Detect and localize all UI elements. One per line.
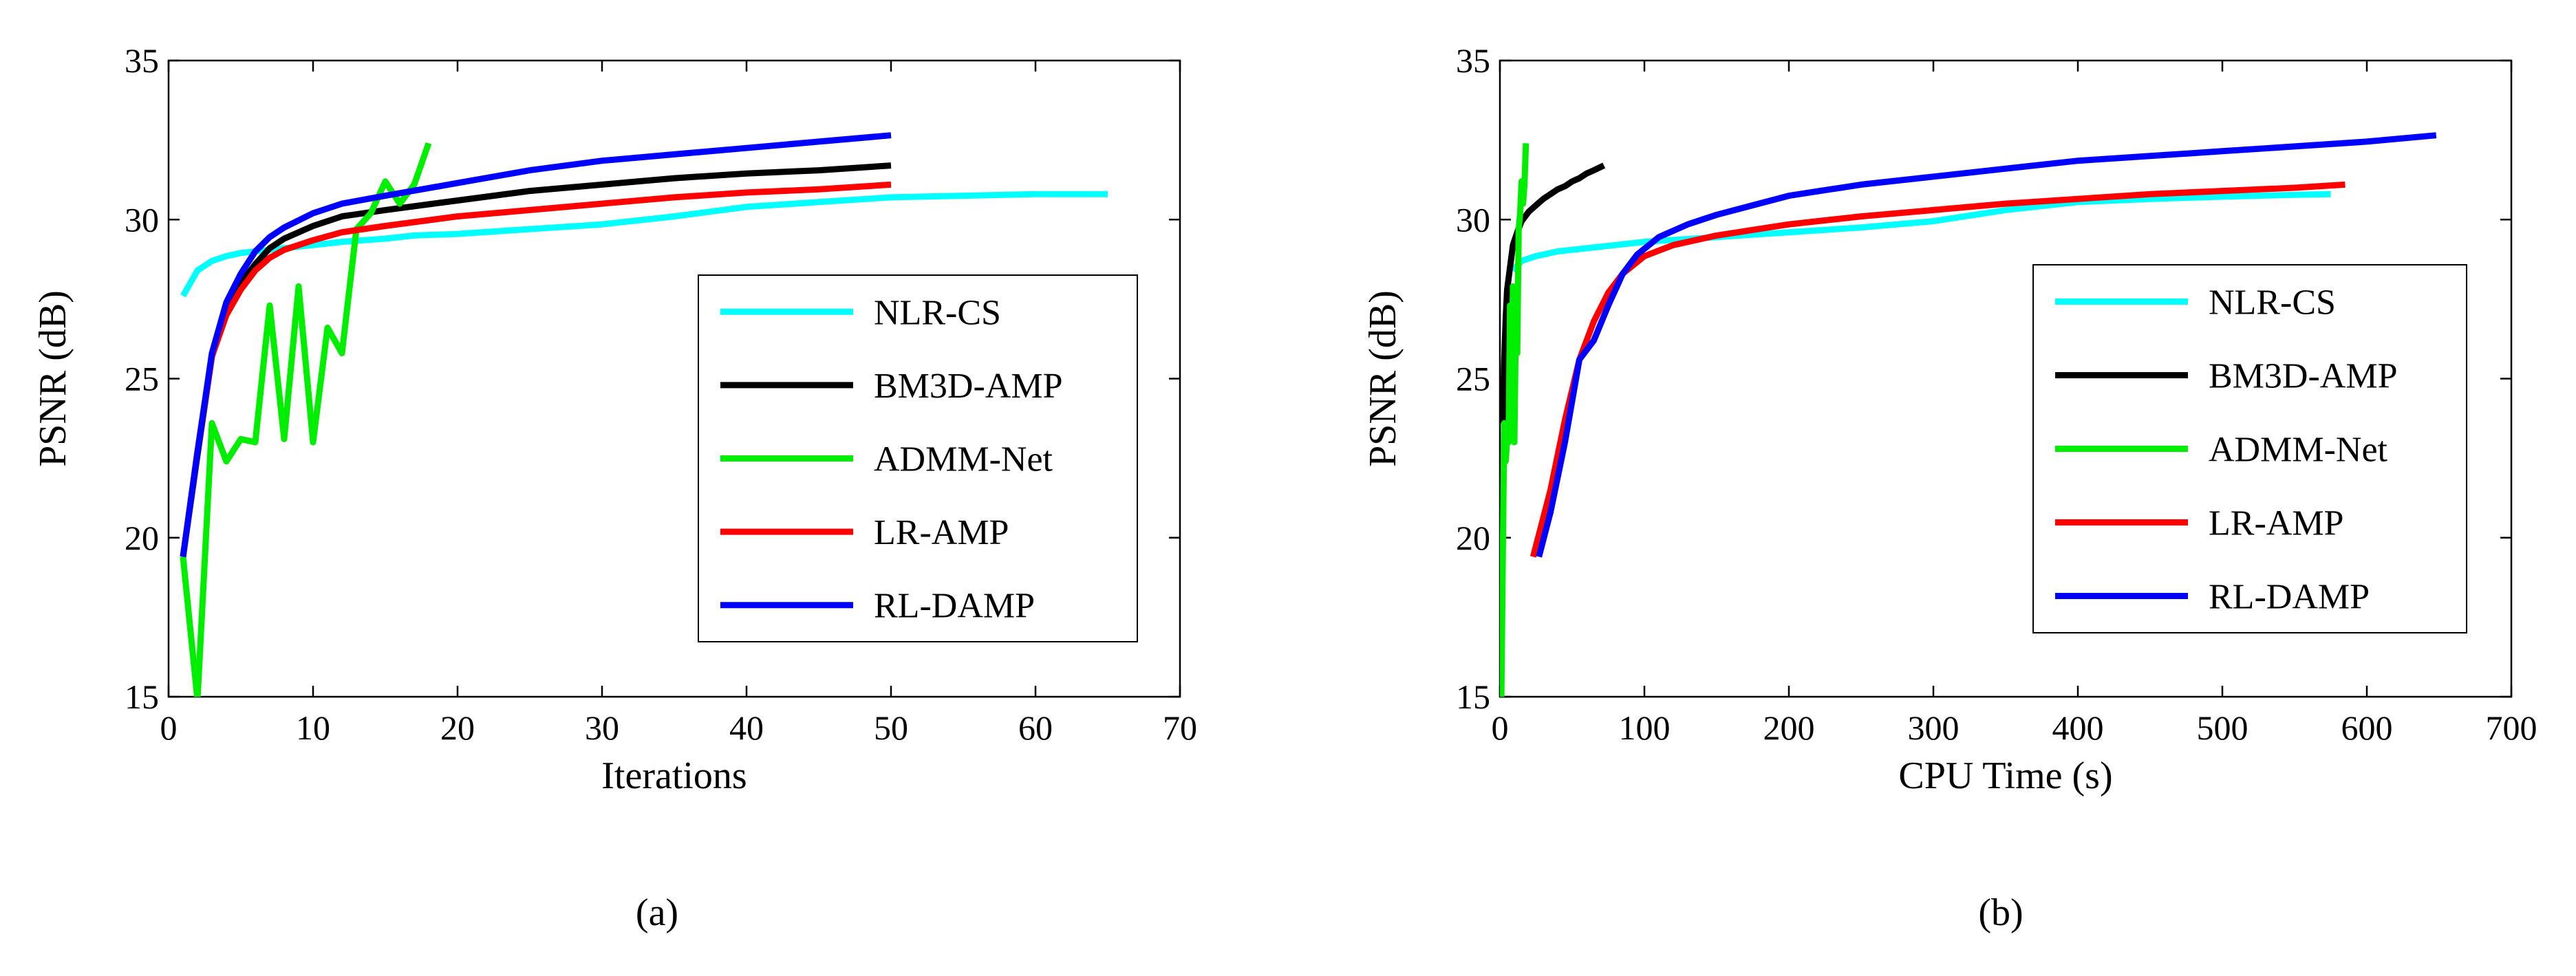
legend-label: ADMM-Net (2209, 431, 2388, 470)
legend: NLR-CS BM3D-AMP ADMM-Net LR-AMP RL-DAMP (2032, 264, 2467, 633)
x-tick-label: 500 (2197, 708, 2248, 747)
x-tick-label: 400 (2052, 708, 2104, 747)
x-tick-label: 0 (1492, 708, 1509, 747)
series-line-admm-net (180, 142, 432, 697)
series-line-rl-damp (1536, 132, 2437, 558)
chart-panel-a: 0 10 20 30 40 50 60 70 15 20 25 30 35 Iterations PSNR … (32, 41, 1197, 934)
y-tick-label: 20 (125, 519, 159, 557)
x-tick-label: 600 (2341, 708, 2393, 747)
x-tick-label: 300 (1908, 708, 1960, 747)
y-tick-label: 20 (1456, 519, 1490, 557)
panel-caption: (a) (636, 891, 678, 934)
x-axis-label: CPU Time (s) (1898, 755, 2112, 797)
y-tick-label: 15 (1456, 677, 1490, 716)
x-tick-label: 30 (585, 708, 619, 747)
y-tick-label: 25 (1456, 360, 1490, 398)
legend-label: NLR-CS (874, 293, 1001, 332)
x-tick-label: 700 (2486, 708, 2537, 747)
legend-label: BM3D-AMP (874, 367, 1063, 406)
series-line-rl-damp (180, 132, 892, 558)
y-tick-label: 15 (125, 677, 159, 716)
legend: NLR-CS BM3D-AMP ADMM-Net LR-AMP RL-DAMP (698, 274, 1138, 642)
x-tick-label: 100 (1619, 708, 1671, 747)
x-tick-label: 200 (1763, 708, 1815, 747)
legend-label: LR-AMP (874, 513, 1009, 552)
y-tick-label: 30 (1456, 200, 1490, 239)
y-axis-label: PSNR (dB) (32, 290, 74, 467)
x-tick-label: 60 (1018, 708, 1053, 747)
series-line-bm3d-amp (1500, 162, 1606, 424)
legend-label: ADMM-Net (874, 440, 1053, 479)
x-tick-label: 0 (160, 708, 178, 747)
x-tick-label: 10 (296, 708, 330, 747)
series-line-nlr-cs (180, 191, 1108, 298)
y-tick-label: 25 (125, 360, 159, 398)
y-tick-label: 35 (125, 41, 159, 80)
legend-label: LR-AMP (2209, 504, 2343, 543)
legend-box (698, 274, 1138, 642)
legend-label: NLR-CS (2209, 283, 2336, 323)
x-tick-label: 50 (874, 708, 908, 747)
series-line-nlr-cs (1510, 191, 2331, 273)
legend-label: RL-DAMP (2209, 578, 2370, 617)
x-tick-label: 40 (729, 708, 764, 747)
y-tick-label: 35 (1456, 41, 1490, 80)
legend-label: RL-DAMP (874, 587, 1035, 626)
chart-panel-b: 0 100 200 300 400 500 600 700 15 20 25 30 35 CPU Time… (1362, 41, 2537, 934)
y-tick-label: 30 (125, 200, 159, 239)
y-axis-label: PSNR (dB) (1362, 290, 1404, 467)
panel-caption: (b) (1978, 891, 2023, 934)
x-axis-label: Iterations (601, 755, 747, 797)
x-tick-label: 20 (440, 708, 475, 747)
series-line-admm-net (1500, 143, 1530, 697)
legend-label: BM3D-AMP (2209, 357, 2398, 396)
x-tick-label: 70 (1163, 708, 1197, 747)
